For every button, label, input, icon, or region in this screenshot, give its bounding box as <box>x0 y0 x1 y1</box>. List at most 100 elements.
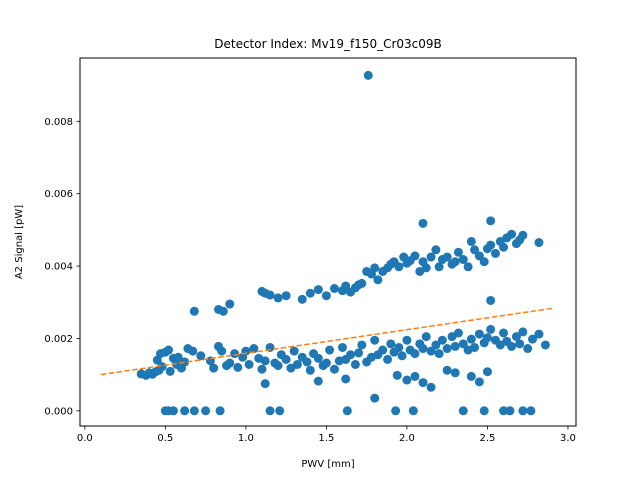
data-point <box>165 366 175 376</box>
data-point <box>490 248 500 258</box>
data-point <box>540 340 550 350</box>
data-point <box>275 406 285 416</box>
data-point <box>363 70 373 80</box>
x-tick-label: 1.5 <box>318 433 334 444</box>
data-point <box>325 345 335 355</box>
data-point <box>265 290 275 300</box>
data-point <box>292 359 302 369</box>
data-point <box>458 339 468 349</box>
data-point <box>313 376 323 386</box>
data-point <box>486 295 496 305</box>
data-point <box>188 346 198 356</box>
data-point <box>201 406 211 416</box>
data-point <box>482 367 492 377</box>
data-point <box>305 365 315 375</box>
y-tick-label: 0.002 <box>44 334 73 345</box>
data-point <box>450 257 460 267</box>
data-point <box>499 328 509 338</box>
data-point <box>373 275 383 285</box>
x-tick-label: 0.0 <box>77 433 93 444</box>
data-point <box>370 335 380 345</box>
x-tick-label: 1.0 <box>238 433 254 444</box>
data-point <box>230 349 240 359</box>
points-layer <box>136 70 550 416</box>
plot-area-frame <box>79 57 577 427</box>
data-point <box>313 353 323 363</box>
data-point <box>499 406 509 416</box>
data-point <box>418 344 428 354</box>
data-point <box>486 324 496 334</box>
data-point <box>225 299 235 309</box>
data-point <box>346 350 356 360</box>
data-point <box>418 378 428 388</box>
data-point <box>426 346 436 356</box>
data-point <box>215 406 225 416</box>
y-tick-label: 0.000 <box>44 406 73 417</box>
y-axis-title: A2 Signal [pW] <box>14 205 25 279</box>
data-point <box>402 335 412 345</box>
data-point <box>511 332 521 342</box>
data-point <box>189 406 199 416</box>
y-tick-label: 0.008 <box>44 117 73 128</box>
data-point <box>249 344 259 354</box>
data-point <box>458 255 468 265</box>
x-tick-label: 2.0 <box>399 433 415 444</box>
data-point <box>273 361 283 371</box>
data-point <box>466 371 476 381</box>
data-point <box>426 382 436 392</box>
data-point <box>453 247 463 257</box>
data-point <box>426 252 436 262</box>
data-point <box>437 335 447 345</box>
data-point <box>354 348 364 358</box>
data-point <box>391 406 401 416</box>
data-point <box>370 393 380 403</box>
data-point <box>257 364 267 374</box>
data-point <box>164 345 174 355</box>
data-point <box>474 329 484 339</box>
data-point <box>442 252 452 262</box>
data-point <box>378 345 388 355</box>
data-point <box>157 362 167 372</box>
data-point <box>386 339 396 349</box>
data-point <box>342 406 352 416</box>
fit-layer <box>100 307 552 376</box>
x-tick-label: 2.5 <box>479 433 495 444</box>
y-axis: 0.000 0.002 0.004 0.006 0.008 <box>44 117 80 417</box>
data-point <box>466 236 476 246</box>
x-tick-label: 0.5 <box>157 433 173 444</box>
data-point <box>180 357 190 367</box>
data-point <box>410 371 420 381</box>
data-point <box>408 406 418 416</box>
data-point <box>453 328 463 338</box>
data-point <box>225 358 235 368</box>
data-point <box>383 354 393 364</box>
data-point <box>442 344 452 354</box>
data-point <box>470 342 480 352</box>
data-point <box>168 406 178 416</box>
data-point <box>528 334 538 344</box>
data-point <box>466 334 476 344</box>
data-point <box>526 406 536 416</box>
data-point <box>431 340 441 350</box>
data-point <box>486 216 496 226</box>
data-point <box>434 349 444 359</box>
data-point <box>305 288 315 298</box>
data-point <box>410 349 420 359</box>
data-point <box>507 229 517 239</box>
y-tick-label: 0.004 <box>44 262 73 273</box>
data-point <box>302 357 312 367</box>
data-point <box>260 356 270 366</box>
data-point <box>518 406 528 416</box>
data-point <box>515 339 525 349</box>
data-point <box>341 374 351 384</box>
data-point <box>410 251 420 261</box>
data-point <box>486 240 496 250</box>
data-point <box>421 332 431 342</box>
data-point <box>233 362 243 372</box>
data-point <box>350 359 360 369</box>
data-point <box>173 352 183 362</box>
x-tick-label: 3.0 <box>560 433 576 444</box>
data-point <box>273 293 283 303</box>
data-point <box>463 262 473 272</box>
y-tick-label: 0.006 <box>44 189 73 200</box>
